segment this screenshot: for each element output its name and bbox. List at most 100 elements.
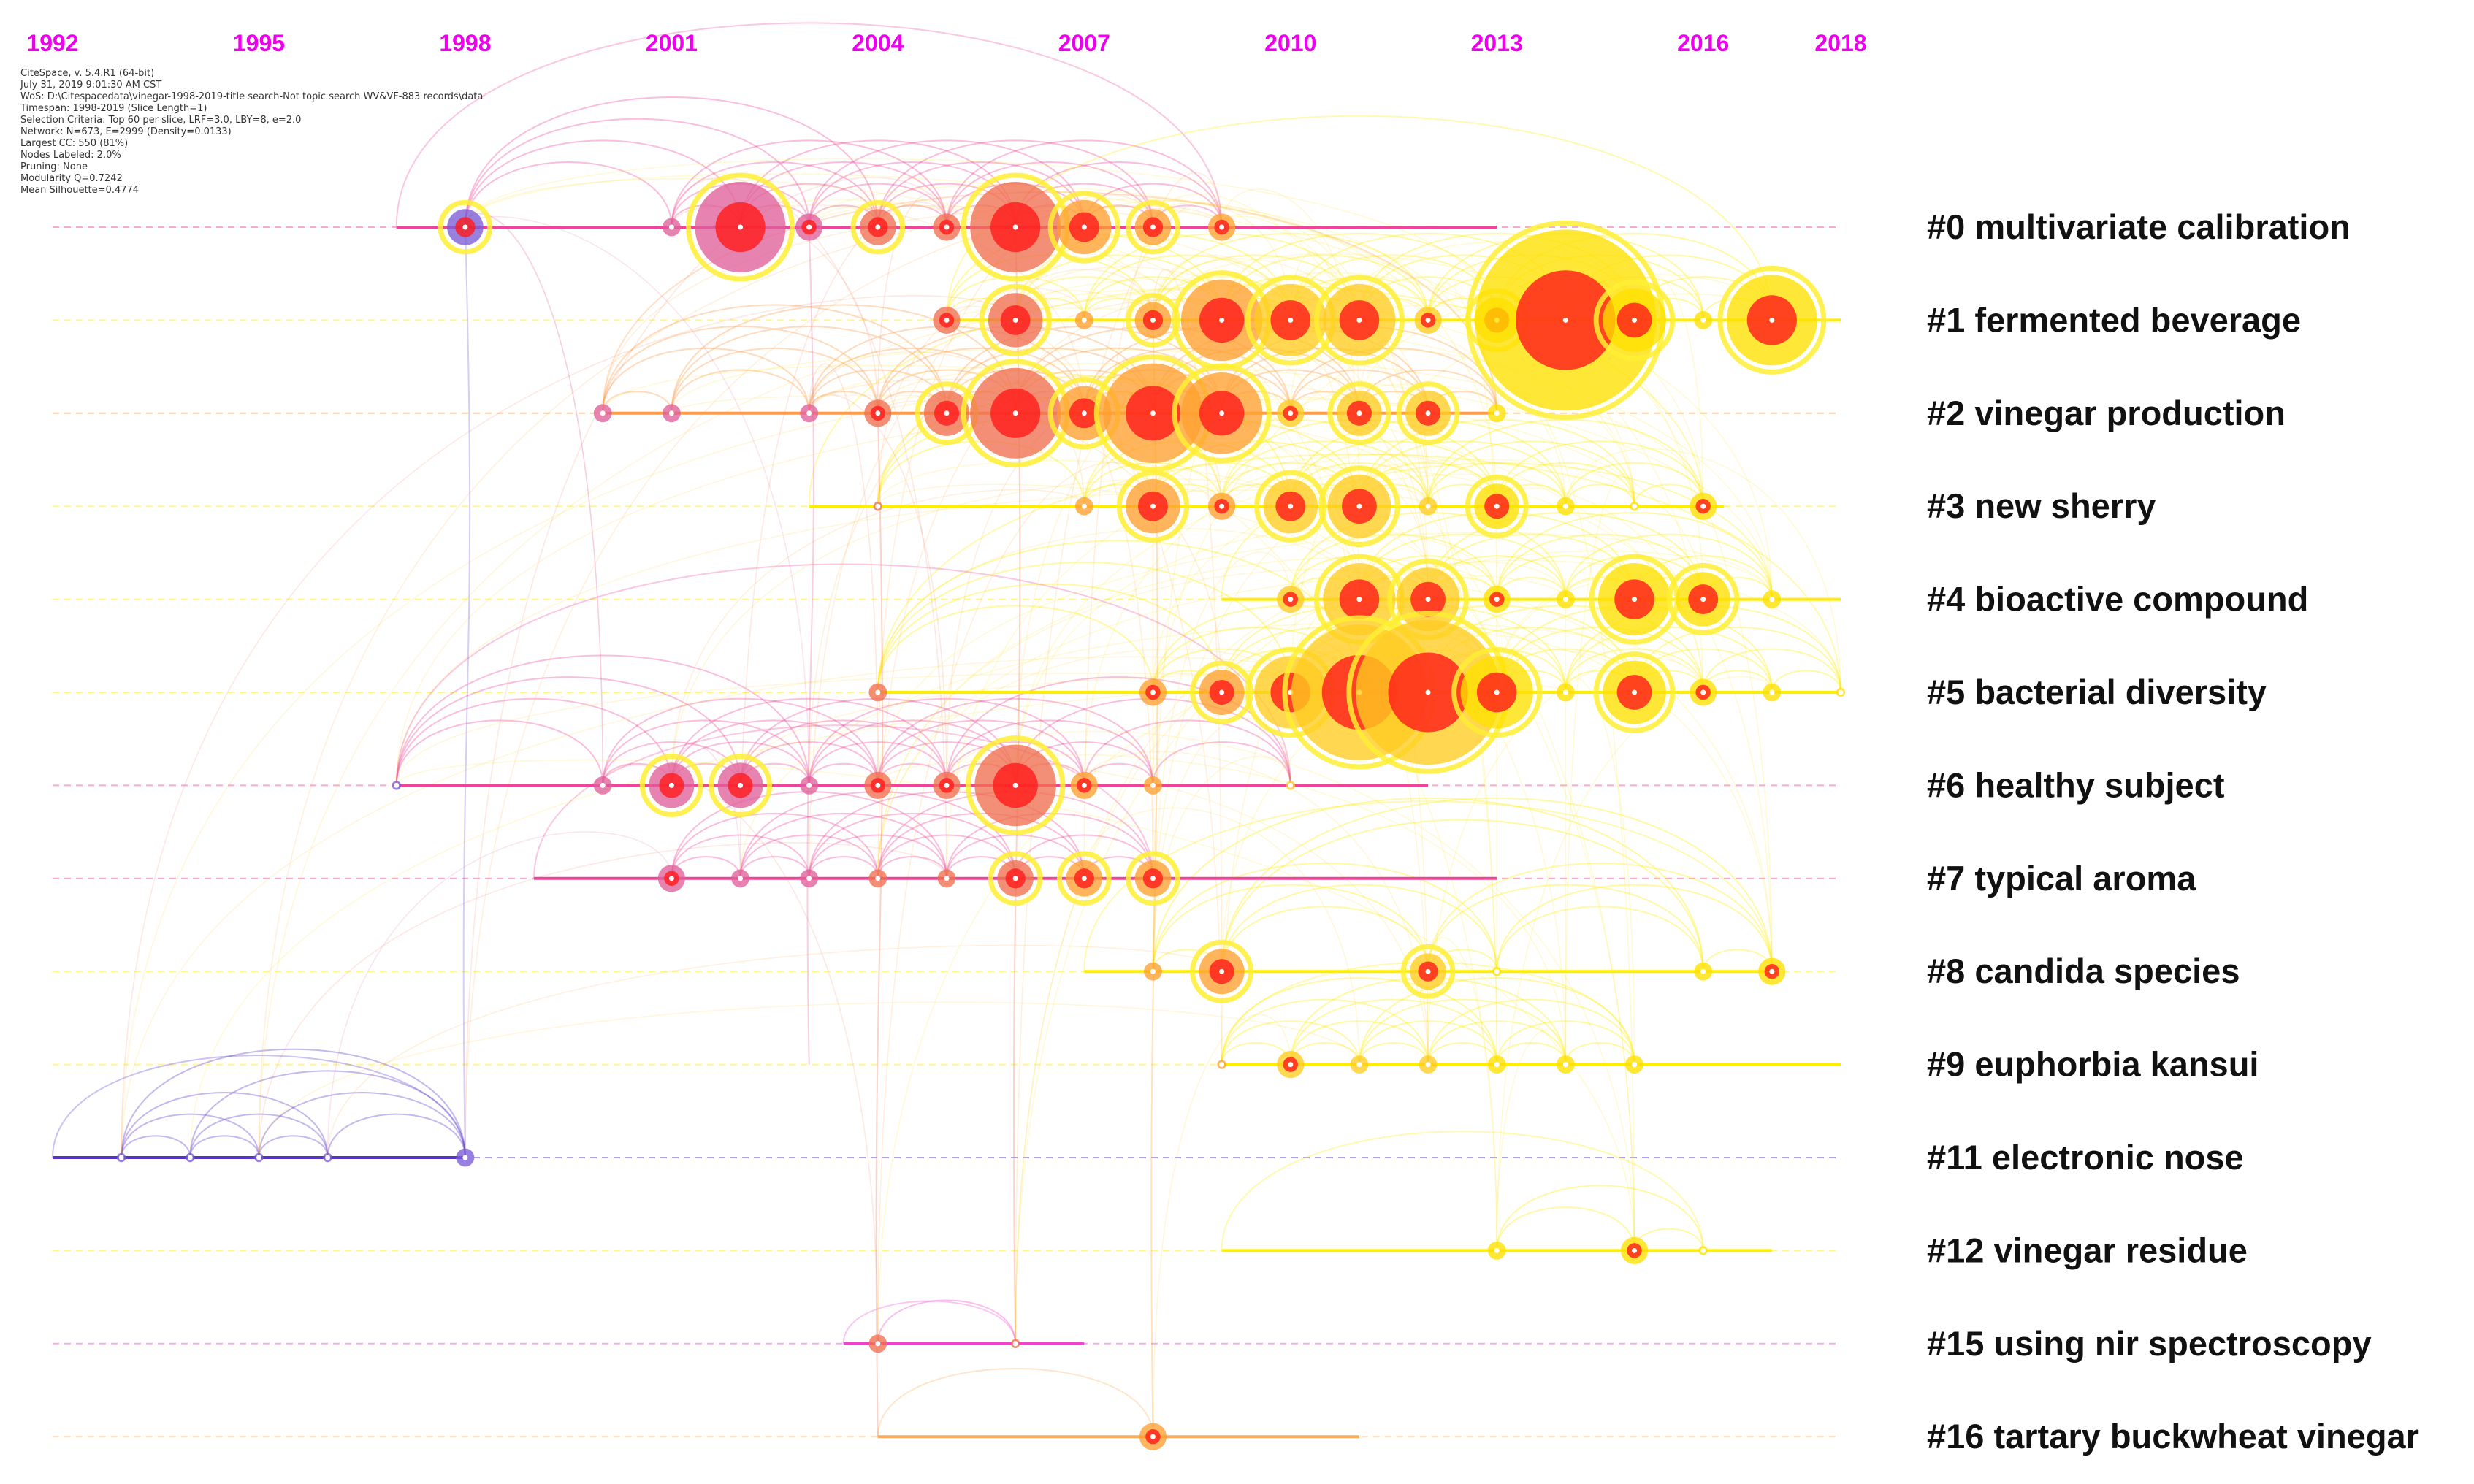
reference-node-center xyxy=(1012,782,1018,788)
reference-node-center xyxy=(1494,689,1500,695)
info-line: Nodes Labeled: 2.0% xyxy=(20,150,121,161)
reference-node-center xyxy=(806,782,812,788)
citation-arc xyxy=(395,697,673,786)
inter-cluster-link xyxy=(877,573,1567,879)
reference-node-center xyxy=(1150,689,1156,695)
info-line: Largest CC: 550 (81%) xyxy=(20,138,128,149)
inter-cluster-link xyxy=(1427,282,1498,600)
reference-node-center xyxy=(738,876,744,881)
cluster-label: #3 new sherry xyxy=(1927,486,2156,525)
citation-arc xyxy=(1496,1020,1635,1065)
reference-node-center xyxy=(1425,503,1431,509)
reference-node-center xyxy=(1288,782,1294,788)
citation-arc xyxy=(1496,1041,1567,1065)
cluster-label: #16 tartary buckwheat vinegar xyxy=(1927,1417,2419,1456)
reference-node-center xyxy=(875,1341,881,1347)
citation-arc xyxy=(1152,884,1429,972)
citation-arc xyxy=(671,812,879,879)
citation-arc xyxy=(946,741,1085,786)
reference-node-center xyxy=(1012,317,1018,323)
citation-arc xyxy=(739,719,947,786)
reference-node-center xyxy=(1425,597,1431,603)
citation-arc xyxy=(808,183,947,228)
citation-arc xyxy=(1702,648,1841,693)
reference-node-center xyxy=(1356,503,1362,509)
citation-arc xyxy=(1427,884,1704,972)
citation-arc xyxy=(946,719,1154,786)
citation-burst-ring xyxy=(1593,651,1676,733)
citation-arc xyxy=(877,1367,1154,1437)
reference-node-center xyxy=(1150,410,1156,416)
citation-burst-ring xyxy=(639,753,703,817)
citation-arc xyxy=(1152,862,1498,972)
inter-cluster-link xyxy=(808,351,1085,507)
cluster-label: #12 vinegar residue xyxy=(1927,1231,2248,1269)
inter-cluster-link xyxy=(602,205,1223,413)
cluster-label: #6 healthy subject xyxy=(1927,765,2225,804)
citation-arc xyxy=(671,719,879,786)
inter-cluster-link xyxy=(1152,254,1360,600)
reference-node-center xyxy=(1219,968,1225,974)
citation-arc xyxy=(671,326,947,413)
inter-cluster-link xyxy=(877,532,1773,786)
citation-arc xyxy=(1496,906,1704,972)
reference-node-center xyxy=(1494,597,1500,603)
citation-arc xyxy=(877,562,1291,693)
citation-arc xyxy=(1358,977,1635,1065)
citation-arc xyxy=(808,834,947,879)
reference-node-center xyxy=(1081,410,1087,416)
inter-cluster-link xyxy=(877,459,1498,693)
citation-burst-ring xyxy=(979,283,1052,357)
cluster-label: #5 bacterial diversity xyxy=(1927,673,2267,711)
inter-cluster-link xyxy=(808,185,1498,413)
reference-node-center xyxy=(1494,410,1500,416)
reference-node-center xyxy=(1219,317,1225,323)
citation-arc xyxy=(1496,1185,1704,1251)
citation-arc xyxy=(877,1299,1017,1344)
reference-node-center xyxy=(1012,876,1018,881)
citation-arc xyxy=(189,1113,329,1158)
cluster-label: #7 typical aroma xyxy=(1927,859,2196,898)
reference-node-center xyxy=(1769,968,1775,974)
inter-cluster-link xyxy=(1152,253,1704,507)
info-line: WoS: D:\Citespacedata\vinegar-1998-2019-… xyxy=(20,91,483,102)
citation-arc xyxy=(602,304,947,413)
inter-cluster-link xyxy=(877,527,1360,693)
citation-arc xyxy=(121,1113,260,1158)
reference-node-center xyxy=(1288,317,1294,323)
inter-cluster-link xyxy=(1083,751,1429,1065)
inter-cluster-link xyxy=(258,1001,1360,1158)
reference-node-center xyxy=(875,782,881,788)
info-line: CiteSpace, v. 5.4.R1 (64-bit) xyxy=(20,68,154,79)
citation-burst-ring xyxy=(1190,939,1254,1003)
reference-node-center xyxy=(1356,410,1362,416)
inter-cluster-link xyxy=(875,413,884,1437)
reference-node-center xyxy=(1494,1247,1500,1253)
citation-burst-ring xyxy=(1116,470,1190,543)
reference-node-center xyxy=(462,1155,468,1160)
citation-arc xyxy=(842,1300,1017,1344)
citation-arc xyxy=(1565,648,1704,693)
reference-node-center xyxy=(1219,689,1225,695)
citation-arc xyxy=(258,1135,329,1158)
citation-arc xyxy=(671,347,879,413)
reference-node-center xyxy=(325,1155,331,1160)
citation-arc xyxy=(739,834,879,879)
citation-arc xyxy=(1221,884,1498,972)
reference-node-center xyxy=(1150,968,1156,974)
info-line: July 31, 2019 9:01:30 AM CST xyxy=(20,80,161,91)
reference-node-center xyxy=(875,503,881,509)
year-tick-label: 2001 xyxy=(646,30,698,56)
citation-burst-ring xyxy=(1313,275,1405,366)
year-tick-label: 2007 xyxy=(1058,30,1110,56)
info-line: Pruning: None xyxy=(20,161,88,172)
citation-arc xyxy=(464,161,673,228)
reference-node-center xyxy=(1632,503,1638,509)
reference-node-center xyxy=(1288,410,1294,416)
reference-node-center xyxy=(944,224,950,230)
cluster-label: #11 electronic nose xyxy=(1927,1138,2244,1177)
reference-node-center xyxy=(738,224,744,230)
citation-arc xyxy=(1221,797,1773,972)
citation-arc xyxy=(1358,1020,1498,1065)
